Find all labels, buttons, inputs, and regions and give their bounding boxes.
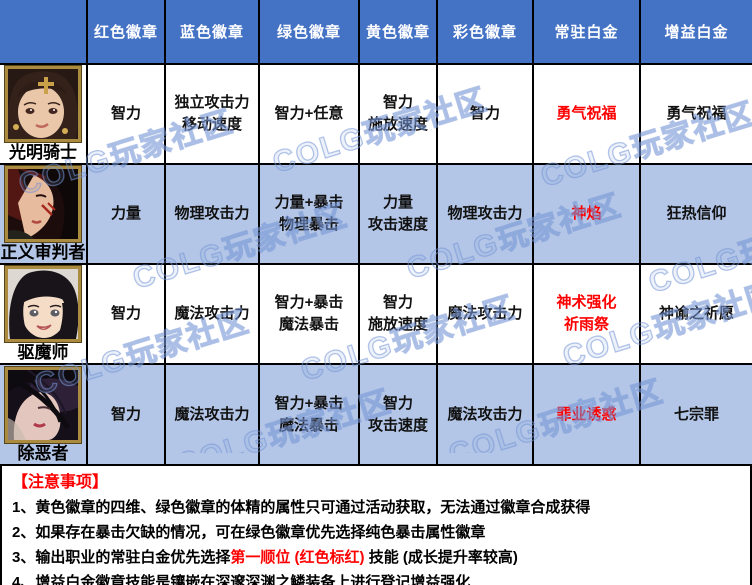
table-row-justice-arbiter: 正义审判者 力量 物理攻击力 力量+暴击 物理暴击 力量 攻击速度 物理攻击力 … [0, 163, 752, 265]
cell-red-badge: 智力 [86, 263, 166, 365]
class-cell: 正义审判者 [0, 163, 88, 265]
class-name-label: 除恶者 [17, 443, 69, 463]
class-name-label: 驱魔师 [17, 343, 69, 362]
cell-red-badge: 智力 [86, 63, 166, 165]
notes-title: 【注意事项】 [12, 474, 109, 491]
class-cell: 光明骑士 [0, 63, 88, 165]
note-item-1: 1、黄色徽章的四维、绿色徽章的体精的属性只可通过活动获取，无法通过徽章合成获得 [12, 499, 591, 516]
corner-cell [0, 0, 88, 65]
cell-colorful-badge: 物理攻击力 [436, 163, 534, 265]
exorcist-portrait-icon [5, 266, 81, 342]
col-header-buff-platinum: 增益白金 [639, 0, 752, 65]
cell-buff-platinum: 七宗罪 [639, 363, 752, 465]
note-item-2: 2、如果存在暴击欠缺的情况，可在绿色徽章优先选择纯色暴击属性徽章 [12, 524, 486, 541]
cell-colorful-badge: 智力 [436, 63, 534, 165]
class-cell: 除恶者 [0, 363, 88, 465]
cell-yellow-badge: 智力 施放速度 [358, 263, 438, 365]
cell-green-badge: 智力+暴击 魔法暴击 [258, 263, 360, 365]
col-header-green-badge: 绿色徽章 [258, 0, 360, 65]
table-row-evil-slayer: 除恶者 智力 魔法攻击力 智力+暴击 魔法暴击 智力 攻击速度 魔法攻击力 罪业… [0, 363, 752, 465]
cell-yellow-badge: 智力 施放速度 [358, 63, 438, 165]
cell-buff-platinum: 勇气祝福 [639, 63, 752, 165]
cell-red-badge: 力量 [86, 163, 166, 265]
header-row: 红色徽章 蓝色徽章 绿色徽章 黄色徽章 彩色徽章 常驻白金 增益白金 [0, 0, 752, 65]
col-header-resident-platinum: 常驻白金 [532, 0, 641, 65]
class-name-label: 正义审判者 [0, 243, 86, 262]
class-cell: 驱魔师 [0, 263, 88, 365]
cell-green-badge: 力量+暴击 物理暴击 [258, 163, 360, 265]
cell-blue-badge: 魔法攻击力 [164, 363, 260, 465]
class-name-label: 光明骑士 [9, 143, 77, 162]
col-header-blue-badge: 蓝色徽章 [164, 0, 260, 65]
cell-colorful-badge: 魔法攻击力 [436, 263, 534, 365]
note-item-3: 3、输出职业的常驻白金优先选择第一顺位 (红色标红) 技能 (成长提升率较高) [12, 549, 518, 566]
cell-green-badge: 智力+任意 [258, 63, 360, 165]
col-header-colorful-badge: 彩色徽章 [436, 0, 534, 65]
cell-resident-platinum: 罪业诱惑 [532, 363, 641, 465]
table-row-exorcist: 驱魔师 智力 魔法攻击力 智力+暴击 魔法暴击 智力 施放速度 魔法攻击力 神术… [0, 263, 752, 365]
cell-buff-platinum: 神谕之祈愿 [639, 263, 752, 365]
cell-blue-badge: 魔法攻击力 [164, 263, 260, 365]
col-header-yellow-badge: 黄色徽章 [358, 0, 438, 65]
table-row-bright-knight: 光明骑士 智力 独立攻击力 移动速度 智力+任意 智力 施放速度 智力 勇气祝福… [0, 63, 752, 165]
cell-blue-badge: 物理攻击力 [164, 163, 260, 265]
col-header-red-badge: 红色徽章 [86, 0, 166, 65]
note-item-4: 4、增益白金徽章技能是镶嵌在深邃深渊之鳞装备上进行登记增益强化 [12, 574, 471, 585]
badge-table: 红色徽章 蓝色徽章 绿色徽章 黄色徽章 彩色徽章 常驻白金 增益白金 [0, 0, 752, 465]
cell-resident-platinum: 神焰 [532, 163, 641, 265]
cell-resident-platinum: 勇气祝福 [532, 63, 641, 165]
justice-arbiter-portrait-icon [5, 166, 81, 242]
cell-resident-platinum: 神术强化 祈雨祭 [532, 263, 641, 365]
evil-slayer-portrait-icon [5, 366, 81, 443]
cell-yellow-badge: 智力 攻击速度 [358, 363, 438, 465]
cell-green-badge: 智力+暴击 魔法暴击 [258, 363, 360, 465]
bright-knight-portrait-icon [5, 66, 81, 142]
cell-buff-platinum: 狂热信仰 [639, 163, 752, 265]
cell-blue-badge: 独立攻击力 移动速度 [164, 63, 260, 165]
notes-section: 【注意事项】 1、黄色徽章的四维、绿色徽章的体精的属性只可通过活动获取，无法通过… [0, 464, 752, 585]
cell-colorful-badge: 魔法攻击力 [436, 363, 534, 465]
cell-yellow-badge: 力量 攻击速度 [358, 163, 438, 265]
cell-red-badge: 智力 [86, 363, 166, 465]
